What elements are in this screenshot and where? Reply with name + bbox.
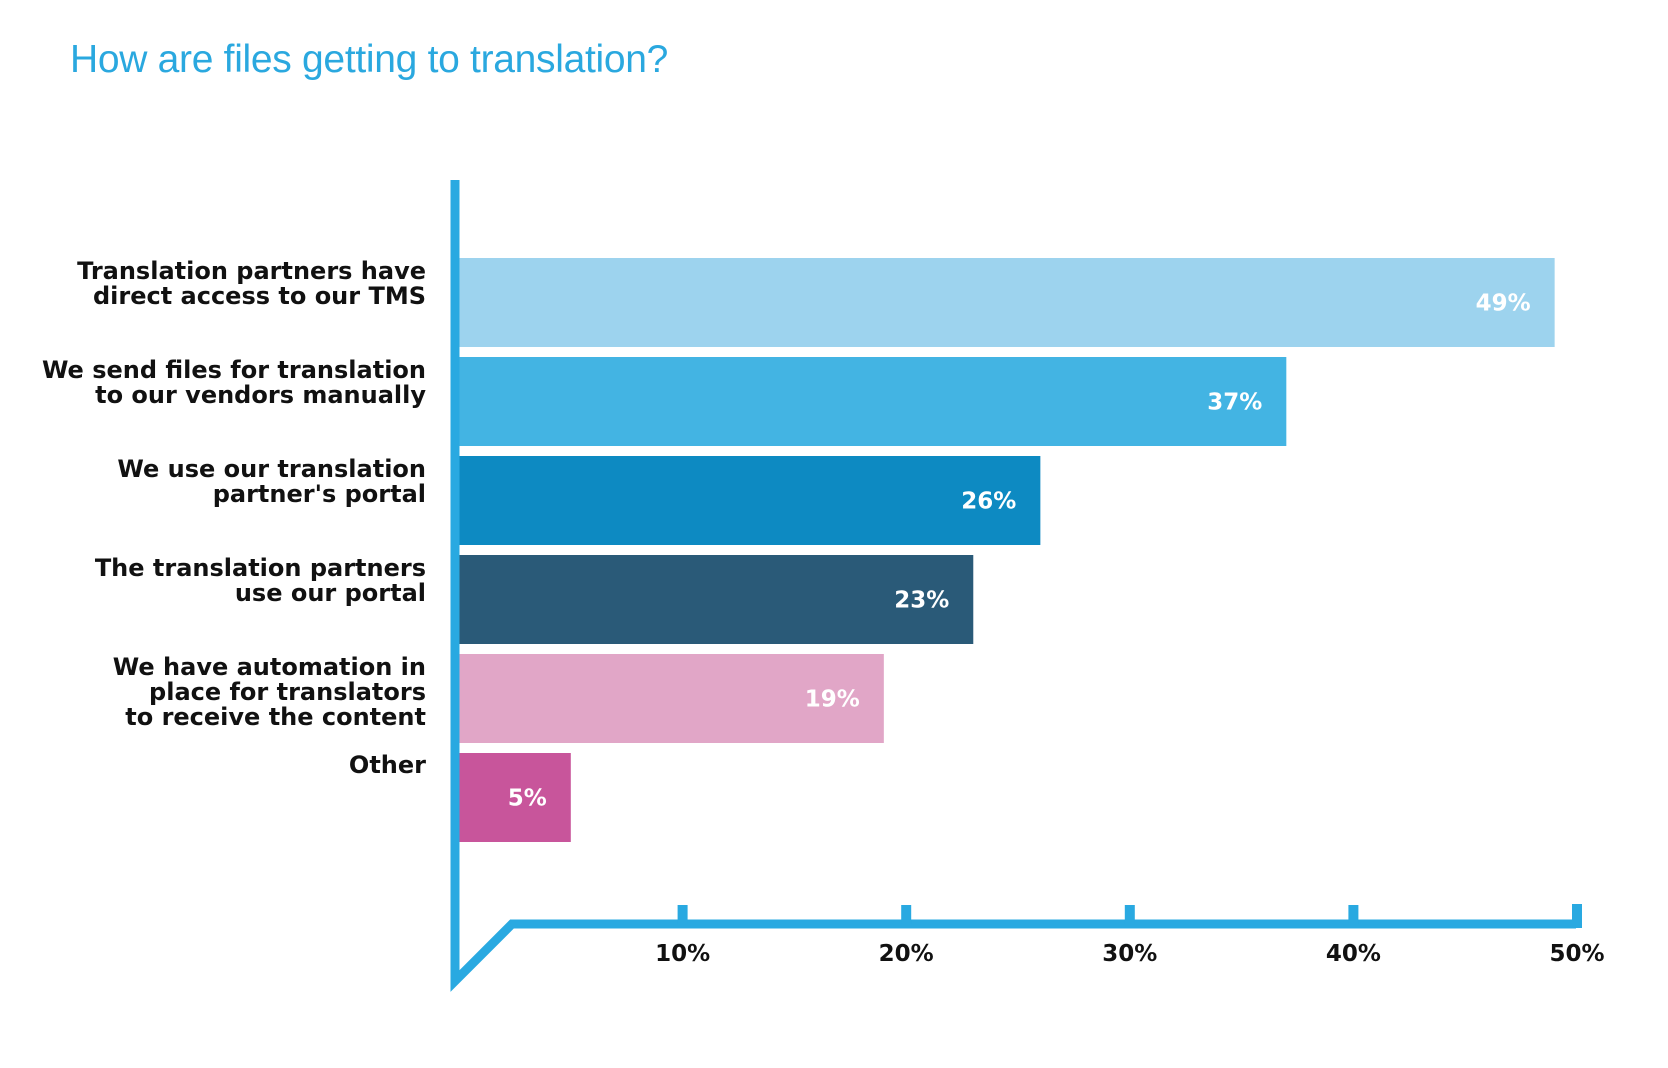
bar-6 (459, 753, 571, 842)
category-label-2-line-1: We send files for translation (42, 356, 426, 384)
bar-1 (459, 258, 1555, 347)
category-label-5-line-1: We have automation in (113, 653, 426, 681)
axis-line (450, 180, 1576, 992)
x-tick-label-10: 10% (655, 941, 710, 967)
value-label-2: 37% (1207, 390, 1262, 416)
bar-2 (459, 357, 1287, 446)
chart-title: How are files getting to translation? (70, 38, 669, 81)
x-tick-50 (1572, 904, 1582, 928)
value-label-5: 19% (805, 687, 860, 713)
x-tick-label-40: 40% (1326, 941, 1381, 967)
x-tick-30 (1124, 905, 1135, 924)
axis-layer: 10% 20% 30% 40% 50% (450, 180, 1605, 992)
x-tick-40 (1348, 905, 1359, 924)
category-label-4-line-2: use our portal (235, 579, 426, 607)
value-label-3: 26% (961, 489, 1016, 515)
category-label-1-line-2: direct access to our TMS (93, 282, 426, 310)
bar-4 (459, 555, 974, 644)
x-tick-20 (901, 905, 912, 924)
x-tick-label-30: 30% (1102, 941, 1157, 967)
category-label-4-line-1: The translation partners (95, 554, 426, 582)
value-label-1: 49% (1476, 291, 1531, 317)
category-label-5-line-3: to receive the content (125, 703, 426, 731)
bar-3 (459, 456, 1041, 545)
value-label-6: 5% (508, 786, 547, 812)
x-tick-label-50: 50% (1549, 941, 1604, 967)
x-tick-10 (677, 905, 688, 924)
category-label-6-line-1: Other (349, 751, 426, 779)
category-label-3-line-2: partner's portal (213, 480, 426, 508)
bars-layer: 49% 37% 26% 23% 19% 5% (459, 258, 1555, 842)
bar-5 (459, 654, 884, 743)
x-tick-label-20: 20% (879, 941, 934, 967)
category-label-5-line-2: place for translators (149, 678, 426, 706)
value-label-4: 23% (894, 588, 949, 614)
category-label-2-line-2: to our vendors manually (95, 381, 426, 409)
category-label-3-line-1: We use our translation (117, 455, 426, 483)
category-label-1-line-1: Translation partners have (77, 257, 426, 285)
